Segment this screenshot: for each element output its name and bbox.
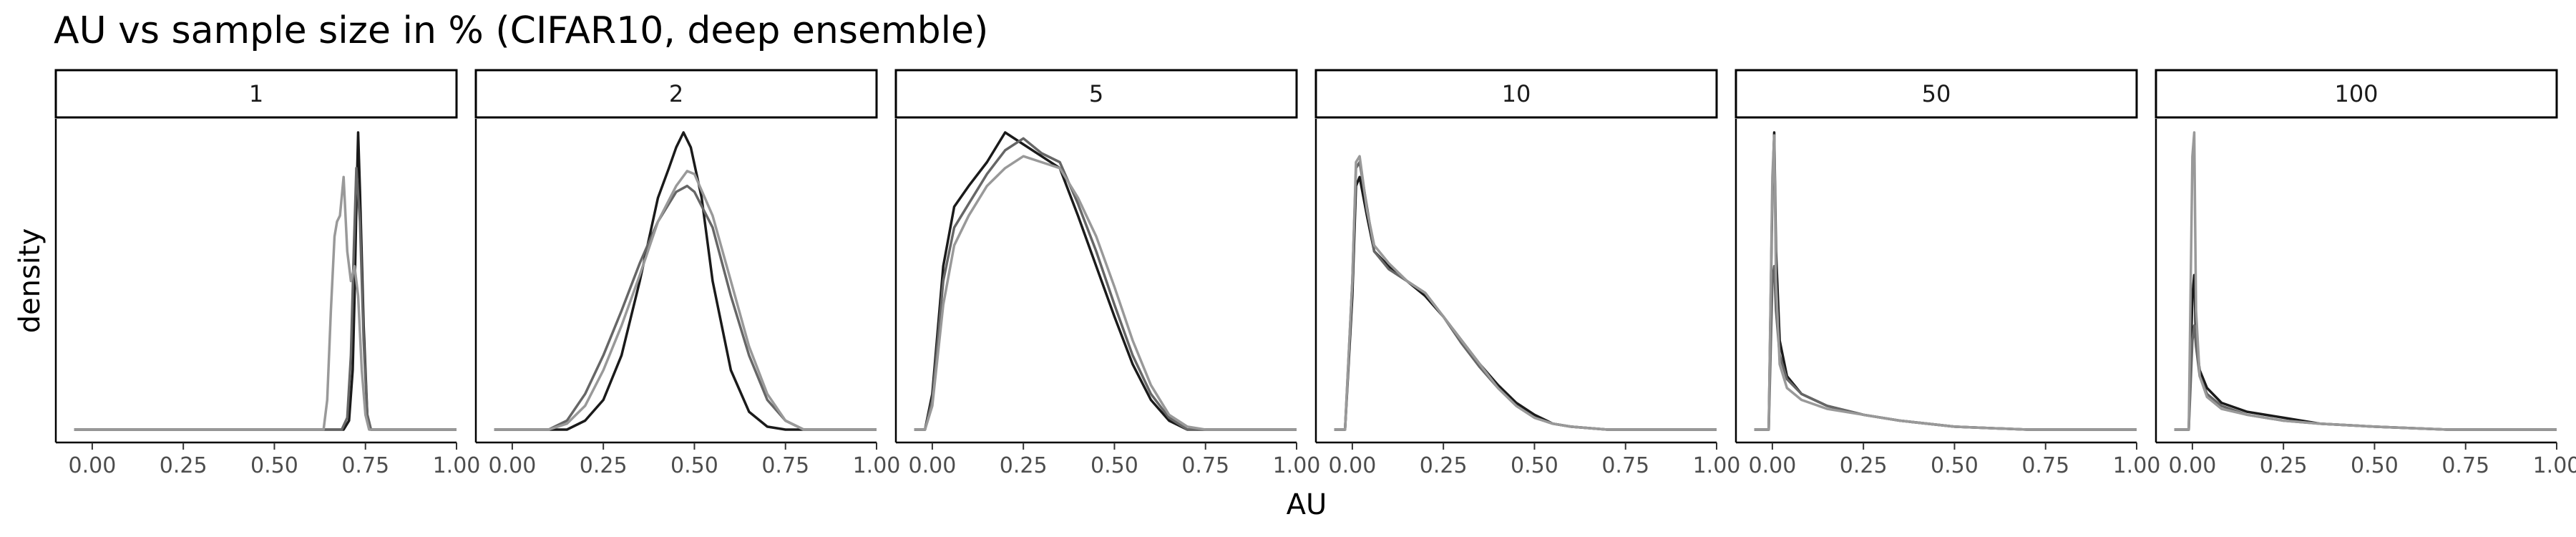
x-tick-label: 0.25 xyxy=(1000,453,1048,478)
facet-strip-label: 50 xyxy=(1922,80,1951,107)
facet-strip xyxy=(2155,69,2558,119)
density-curve-1 xyxy=(1754,131,2137,431)
facet-panels: 1 0.00 0.25 0.50 0.75 1.00 2 0.00 0.25 0.50 0.75 1.… xyxy=(54,69,2576,478)
facet-panel-50: 50 0.00 0.25 0.50 0.75 1.00 xyxy=(1735,69,2161,478)
x-tick-label: 0.00 xyxy=(1329,453,1377,478)
facet-strip-label: 100 xyxy=(2334,80,2378,107)
x-tick-label: 0.50 xyxy=(1511,453,1558,478)
facet-strip-label: 5 xyxy=(1089,80,1103,107)
x-tick-label: 0.25 xyxy=(580,453,628,478)
x-tick-label: 0.00 xyxy=(1749,453,1797,478)
facet-strip xyxy=(474,69,878,119)
x-tick-label: 0.00 xyxy=(489,453,537,478)
facet-strip xyxy=(1735,69,2138,119)
x-tick-label: 0.50 xyxy=(1091,453,1138,478)
facet-panel-10: 10 0.00 0.25 0.50 0.75 1.00 xyxy=(1314,69,1741,478)
x-tick-label: 1.00 xyxy=(2533,453,2576,478)
facet-strip xyxy=(894,69,1298,119)
x-tick-label: 1.00 xyxy=(1273,453,1321,478)
x-tick-label: 0.00 xyxy=(909,453,957,478)
facet-panel-1: 1 0.00 0.25 0.50 0.75 1.00 xyxy=(54,69,481,478)
x-tick-label: 0.75 xyxy=(1181,453,1229,478)
density-curve-3 xyxy=(1754,134,2137,431)
facet-strip xyxy=(54,69,458,119)
x-tick-label: 0.75 xyxy=(341,453,389,478)
chart-title: AU vs sample size in % (CIFAR10, deep en… xyxy=(54,9,988,52)
x-tick-label: 0.50 xyxy=(250,453,298,478)
x-tick-label: 0.75 xyxy=(761,453,809,478)
x-axis-title: AU xyxy=(1287,488,1327,521)
x-tick-label: 0.50 xyxy=(670,453,718,478)
density-curve-3 xyxy=(494,170,877,431)
x-tick-label: 1.00 xyxy=(2113,453,2161,478)
x-tick-label: 1.00 xyxy=(433,453,481,478)
x-tick-label: 0.00 xyxy=(2169,453,2217,478)
density-curve-1 xyxy=(494,131,877,431)
density-curve-3 xyxy=(74,175,457,431)
x-tick-label: 0.50 xyxy=(1931,453,1979,478)
x-tick-label: 0.50 xyxy=(2351,453,2399,478)
y-axis-title: density xyxy=(14,228,47,334)
x-tick-label: 0.75 xyxy=(2021,453,2069,478)
density-curve-2 xyxy=(2174,324,2557,431)
density-curve-1 xyxy=(914,131,1297,431)
facet-panel-5: 5 0.00 0.25 0.50 0.75 1.00 xyxy=(894,69,1321,478)
x-tick-label: 0.25 xyxy=(160,453,208,478)
facet-strip-label: 10 xyxy=(1502,80,1531,107)
density-curve-1 xyxy=(1334,175,1717,431)
facet-strip-label: 1 xyxy=(249,80,263,107)
density-curve-3 xyxy=(2174,131,2557,431)
x-tick-label: 1.00 xyxy=(1693,453,1741,478)
density-curve-3 xyxy=(914,155,1297,431)
x-tick-label: 0.25 xyxy=(2260,453,2308,478)
density-curve-3 xyxy=(1334,155,1717,431)
x-tick-label: 0.25 xyxy=(1420,453,1468,478)
x-tick-label: 0.00 xyxy=(69,453,117,478)
facet-panel-2: 2 0.00 0.25 0.50 0.75 1.00 xyxy=(474,69,901,478)
facet-strip xyxy=(1314,69,1718,119)
density-curve-2 xyxy=(74,167,457,431)
density-curve-1 xyxy=(74,131,457,431)
density-curve-1 xyxy=(2174,274,2557,431)
x-tick-label: 0.75 xyxy=(2441,453,2489,478)
x-tick-label: 0.25 xyxy=(1840,453,1888,478)
density-curve-2 xyxy=(1334,160,1717,431)
facet-panel-100: 100 0.00 0.25 0.50 0.75 1.00 xyxy=(2155,69,2576,478)
density-curve-2 xyxy=(494,184,877,431)
density-curve-2 xyxy=(1754,265,2137,431)
x-tick-label: 0.75 xyxy=(1601,453,1649,478)
facet-strip-label: 2 xyxy=(669,80,683,107)
x-tick-label: 1.00 xyxy=(853,453,901,478)
density-curve-2 xyxy=(914,137,1297,431)
